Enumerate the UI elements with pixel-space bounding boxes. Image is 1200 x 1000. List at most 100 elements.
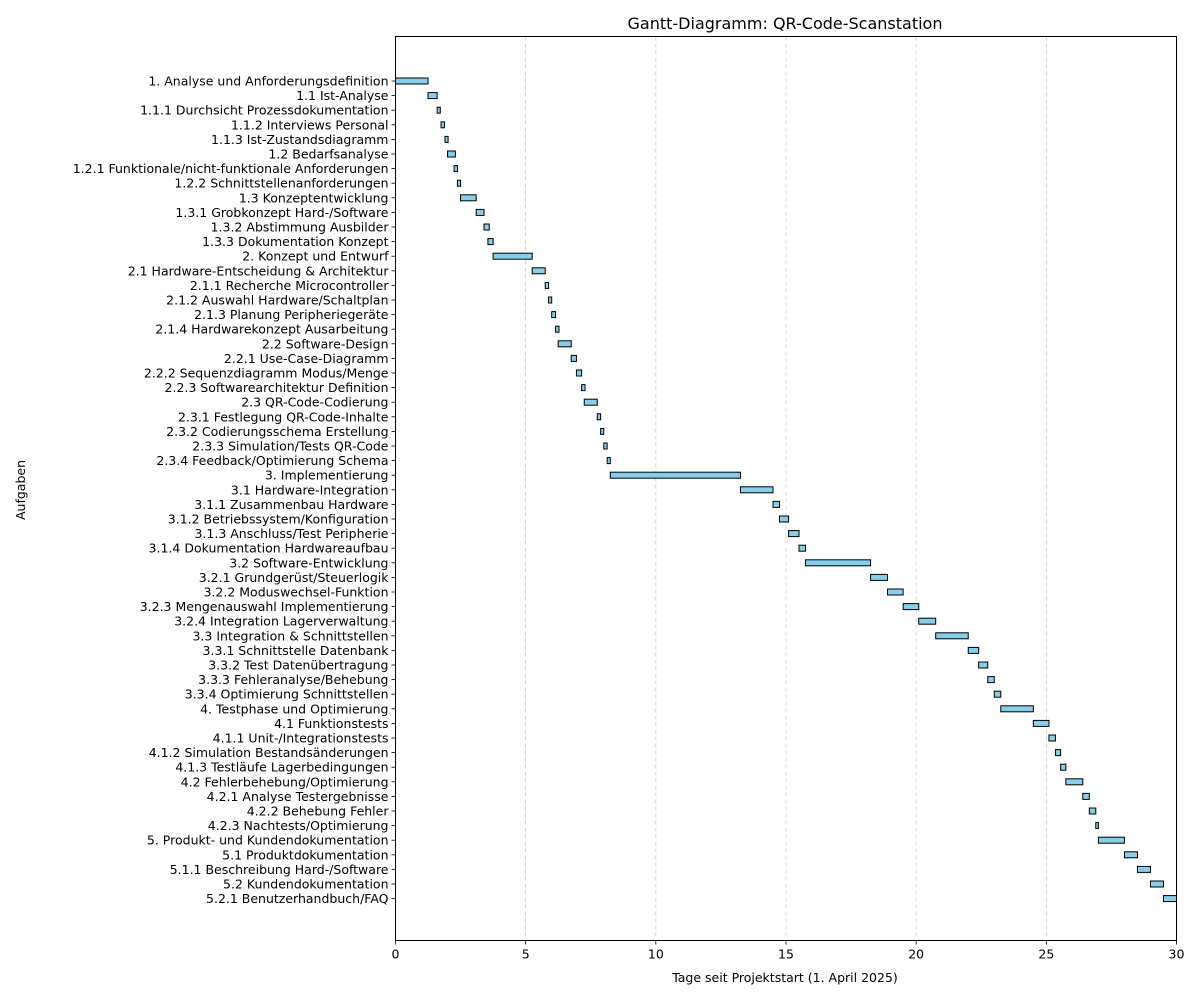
task-bar: [978, 661, 989, 669]
y-tick-label: 2.1.4 Hardwarekonzept Ausarbeitung: [155, 322, 388, 337]
task-bar: [739, 486, 774, 494]
y-tick-label: 1.2 Bedarfsanalyse: [268, 147, 388, 162]
task-bar: [1048, 734, 1056, 742]
y-tick-label: 2.2.3 Softwarearchitektur Definition: [165, 380, 389, 395]
y-axis-ticks: 1. Analyse und Anforderungsdefinition1.1…: [73, 74, 396, 906]
task-bar: [487, 238, 494, 246]
x-axis-ticks: 0 5 10 15 20 25 30: [392, 940, 1185, 962]
task-bar: [555, 325, 560, 333]
task-bar: [987, 676, 995, 684]
y-tick-label: 1.1.2 Interviews Personal: [231, 117, 389, 132]
y-tick-label: 2.2.2 Sequenzdiagramm Modus/Menge: [144, 366, 389, 381]
x-tick-label: 0: [392, 947, 400, 962]
y-tick-label: 1.3.2 Abstimmung Ausbilder: [211, 220, 390, 235]
y-tick-label: 1.2.1 Funktionale/nicht-funktionale Anfo…: [73, 161, 389, 176]
y-tick-label: 1.3.3 Dokumentation Konzept: [202, 234, 388, 249]
x-tick-label: 20: [908, 947, 924, 962]
task-bar: [575, 369, 583, 377]
x-tick-label: 15: [778, 947, 794, 962]
y-tick-label: 3.3.2 Test Datenübertragung: [208, 658, 388, 673]
task-bar: [596, 413, 602, 421]
y-tick-label: 4.1.1 Unit-/Integrationstests: [213, 731, 389, 746]
y-tick-label: 5. Produkt- und Kundendokumentation: [147, 833, 389, 848]
x-tick-label: 25: [1038, 947, 1054, 962]
task-bar: [440, 121, 445, 129]
task-bar: [475, 208, 485, 216]
y-tick-label: 2.3 QR-Code-Codierung: [241, 395, 388, 410]
task-bar: [606, 457, 611, 465]
task-bar: [453, 165, 458, 173]
y-axis-label: Aufgaben: [13, 460, 28, 520]
y-tick-label: 1.3.1 Grobkonzept Hard-/Software: [175, 205, 388, 220]
task-bar: [805, 559, 872, 567]
task-bar: [544, 281, 550, 289]
task-bar: [798, 544, 807, 552]
y-tick-label: 4.1 Funktionstests: [274, 716, 388, 731]
task-bar: [1162, 895, 1177, 903]
x-tick-label: 5: [522, 947, 530, 962]
task-bar: [935, 632, 969, 640]
task-bar: [444, 135, 449, 143]
task-bar: [902, 603, 920, 611]
y-tick-label: 1.1 Ist-Analyse: [296, 88, 389, 103]
task-bar: [531, 267, 546, 275]
task-bar: [600, 427, 605, 435]
task-bar: [870, 573, 889, 581]
y-tick-label: 3.1.4 Dokumentation Hardwareaufbau: [149, 541, 389, 556]
y-tick-label: 4.2.3 Nachtests/Optimierung: [208, 818, 389, 833]
y-tick-label: 4.2 Fehlerbehebung/Optimierung: [181, 774, 389, 789]
task-bar: [1060, 763, 1067, 771]
y-tick-label: 3.2.1 Grundgerüst/Steuerlogik: [199, 570, 390, 585]
y-tick-label: 5.2.1 Benutzerhandbuch/FAQ: [206, 891, 389, 906]
y-tick-label: 3.3.4 Optimierung Schnittstellen: [185, 687, 389, 702]
y-tick-label: 2.3.3 Simulation/Tests QR-Code: [192, 439, 389, 454]
task-bar: [772, 500, 780, 508]
y-tick-label: 4.1.3 Testläufe Lagerbedingungen: [175, 760, 388, 775]
y-tick-label: 5.1 Produktdokumentation: [222, 847, 388, 862]
task-bar: [395, 77, 429, 85]
y-tick-label: 3.3 Integration & Schnittstellen: [192, 628, 388, 643]
task-bar: [1149, 880, 1164, 888]
x-axis-label: Tage seit Projektstart (1. April 2025): [671, 970, 898, 985]
task-bar: [788, 530, 800, 538]
y-tick-label: 4.2.1 Analyse Testergebnisse: [207, 789, 389, 804]
y-tick-label: 1.2.2 Schnittstellenanforderungen: [174, 176, 388, 191]
task-bar: [581, 384, 586, 392]
y-tick-label: 3.2.2 Moduswechsel-Funktion: [203, 585, 388, 600]
task-bar: [548, 296, 553, 304]
y-tick-label: 5.2 Kundendokumentation: [223, 877, 388, 892]
task-bar: [570, 354, 577, 362]
task-bar: [436, 106, 441, 114]
task-bar: [557, 340, 572, 348]
y-tick-label: 4.1.2 Simulation Bestandsänderungen: [149, 745, 389, 760]
y-tick-label: 3.2 Software-Entwicklung: [229, 555, 388, 570]
y-tick-label: 3.2.4 Integration Lagerverwaltung: [174, 614, 388, 629]
y-tick-label: 1.1.1 Durchsicht Prozessdokumentation: [140, 103, 388, 118]
y-tick-label: 2.1 Hardware-Entscheidung & Architektur: [128, 263, 390, 278]
y-tick-label: 2.1.3 Planung Peripheriegeräte: [194, 307, 389, 322]
task-bar: [1123, 851, 1138, 859]
x-tick-label: 30: [1169, 947, 1185, 962]
y-tick-label: 2. Konzept und Entwurf: [242, 249, 389, 264]
task-bar: [427, 92, 438, 100]
task-bar: [1082, 792, 1090, 800]
task-bar: [778, 515, 790, 523]
y-tick-label: 1. Analyse und Anforderungsdefinition: [148, 74, 388, 89]
y-tick-label: 2.3.2 Codierungsschema Erstellung: [166, 424, 388, 439]
task-bar: [1000, 705, 1034, 713]
task-bar: [1095, 822, 1099, 830]
y-tick-label: 3.3.3 Fehleranalyse/Behebung: [198, 672, 388, 687]
task-bars: [395, 77, 1177, 903]
task-bar: [460, 194, 477, 202]
y-tick-label: 2.1.1 Recherche Microcontroller: [190, 278, 390, 293]
task-bar: [918, 617, 937, 625]
y-tick-label: 2.3.1 Festlegung QR-Code-Inhalte: [178, 409, 389, 424]
task-bar: [583, 398, 598, 406]
y-tick-label: 4.2.2 Behebung Fehler: [247, 804, 390, 819]
task-bar: [551, 311, 557, 319]
task-bar: [492, 252, 533, 260]
x-tick-label: 10: [648, 947, 664, 962]
task-bar: [1032, 719, 1050, 727]
task-bar: [447, 150, 456, 158]
